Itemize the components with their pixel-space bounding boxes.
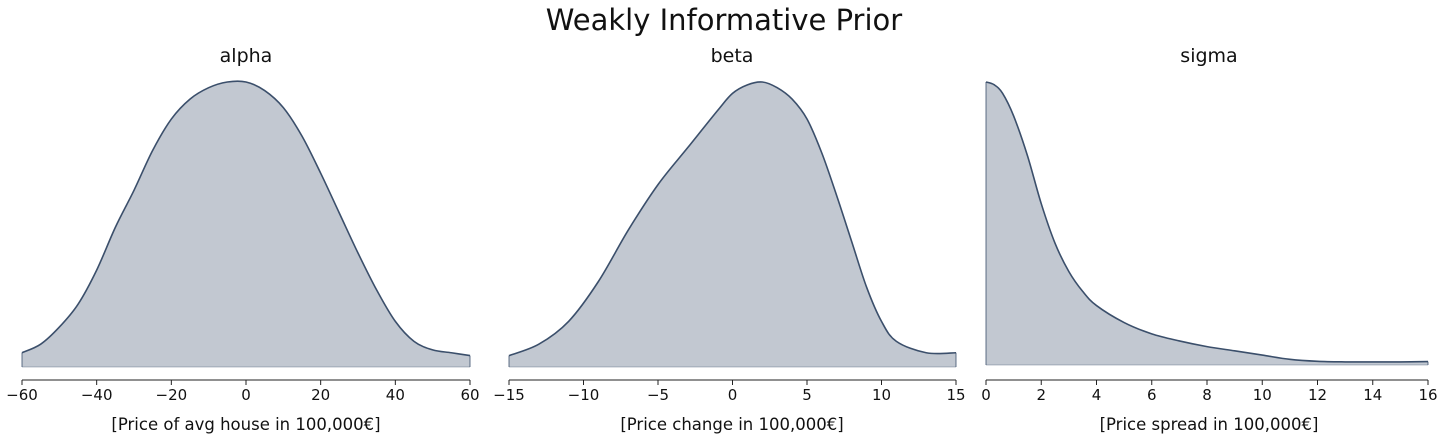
x-tick-label: 15 <box>946 386 965 404</box>
x-axis-label: [Price spread in 100,000€] <box>1100 415 1319 434</box>
density-area <box>509 81 956 367</box>
x-axis-label: [Price change in 100,000€] <box>620 415 843 434</box>
x-tick-label: −40 <box>81 386 113 404</box>
x-tick-label: 40 <box>386 386 405 404</box>
panel-title: sigma <box>1180 45 1237 67</box>
x-tick-label: 20 <box>311 386 330 404</box>
density-area <box>986 82 1428 365</box>
panel-title: alpha <box>220 45 273 67</box>
x-tick-label: 0 <box>981 386 991 404</box>
x-tick-label: −60 <box>6 386 38 404</box>
panel-title: beta <box>711 45 754 67</box>
panel-alpha: alpha [Price of avg house in 100,000€] −… <box>6 45 479 434</box>
x-tick-label: 2 <box>1036 386 1046 404</box>
panel-beta: beta [Price change in 100,000€] −15 −10 −5… <box>493 45 965 434</box>
x-tick-label: −5 <box>647 386 669 404</box>
x-tick-label: 5 <box>802 386 812 404</box>
density-line <box>985 81 1429 363</box>
x-tick-label: 8 <box>1202 386 1212 404</box>
x-tick-label: 6 <box>1147 386 1157 404</box>
figure-title: Weakly Informative Prior <box>546 3 902 37</box>
x-tick-label: 10 <box>1253 386 1272 404</box>
panel-sigma: sigma [Price spread in 100,000€] 0 2 4 6 8 10… <box>981 45 1437 434</box>
x-tick-label: 16 <box>1418 386 1437 404</box>
x-tick-label: −15 <box>493 386 525 404</box>
density-edge <box>21 352 471 367</box>
x-tick-label: 4 <box>1092 386 1102 404</box>
density-area <box>22 81 470 368</box>
x-tick-label: 12 <box>1308 386 1327 404</box>
x-axis-label: [Price of avg house in 100,000€] <box>111 415 380 434</box>
x-tick-label: 10 <box>872 386 891 404</box>
x-tick-label: 60 <box>460 386 479 404</box>
density-edge <box>508 352 957 367</box>
x-tick-label: −20 <box>156 386 188 404</box>
density-line <box>508 81 957 357</box>
x-tick-label: −10 <box>568 386 600 404</box>
density-line <box>21 80 471 357</box>
x-tick-label: 14 <box>1363 386 1382 404</box>
x-tick-label: 0 <box>728 386 738 404</box>
x-tick-label: 0 <box>241 386 251 404</box>
